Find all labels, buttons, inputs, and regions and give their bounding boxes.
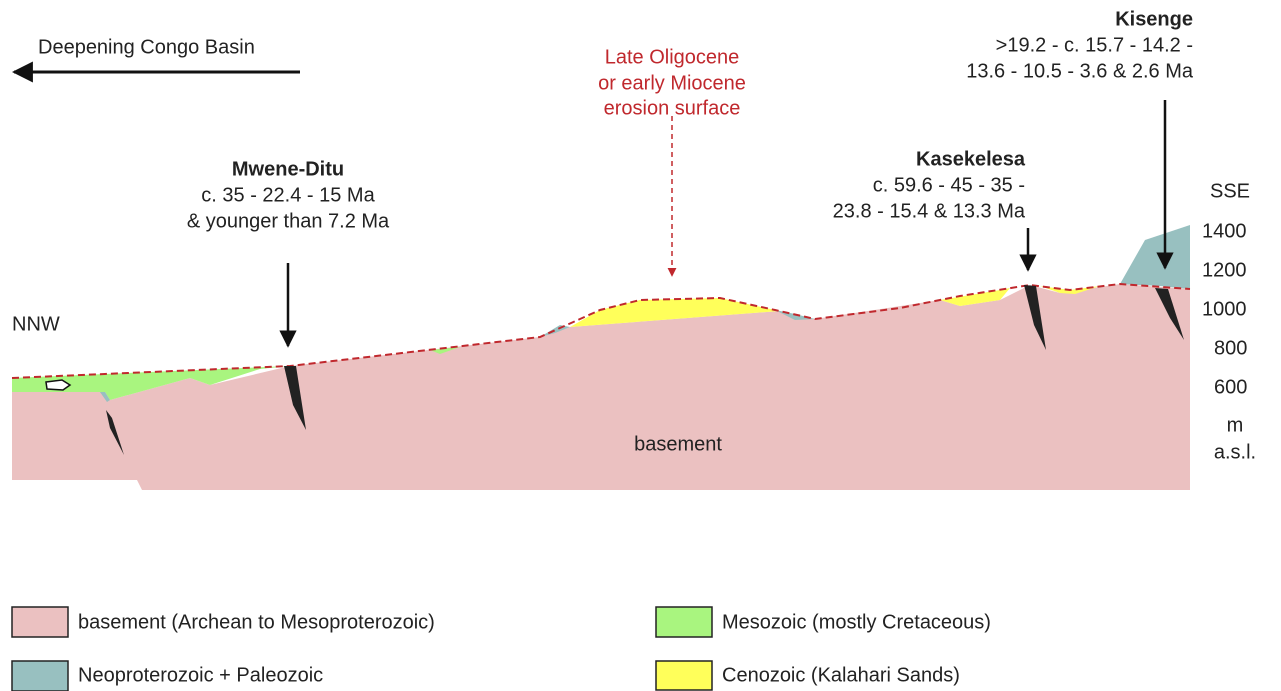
end-label: NNW [12, 313, 60, 335]
elevation-unit: a.s.l. [1214, 441, 1256, 463]
paleozoic-area [540, 325, 570, 337]
legend-label: Mesozoic (mostly Cretaceous) [722, 611, 991, 633]
legend-swatch [11, 660, 69, 691]
basement-area [12, 284, 1190, 490]
site-name: Kasekelesa [916, 148, 1026, 170]
dike [284, 366, 306, 430]
elevation-tick: 800 [1214, 337, 1247, 359]
section-label: basement [634, 433, 722, 455]
legend-label: Neoproterozoic + Paleozoic [78, 664, 323, 686]
annotation: or early Miocene [598, 72, 746, 94]
legend-swatch [11, 606, 69, 638]
elevation-tick: 600 [1214, 376, 1247, 398]
inclusion [45, 379, 72, 391]
legend-label: Cenozoic (Kalahari Sands) [722, 664, 960, 686]
paleozoic-area [100, 392, 110, 402]
dike [106, 410, 124, 455]
elevation-tick: 1200 [1202, 259, 1247, 281]
site-ages: 23.8 - 15.4 & 13.3 Ma [833, 200, 1026, 222]
site-ages: >19.2 - c. 15.7 - 14.2 - [996, 34, 1193, 56]
site-ages: c. 59.6 - 45 - 35 - [873, 174, 1025, 196]
mesozoic-area [12, 366, 290, 400]
dike [1024, 285, 1046, 350]
legend-swatch [655, 606, 713, 638]
site-ages: & younger than 7.2 Ma [187, 210, 390, 232]
legend-swatch [655, 660, 713, 691]
annotation: erosion surface [604, 97, 741, 119]
elevation-unit: m [1227, 414, 1244, 436]
direction-label: Deepening Congo Basin [38, 36, 255, 58]
site-ages: c. 35 - 22.4 - 15 Ma [201, 184, 375, 206]
erosion-surface-line [11, 282, 1191, 379]
site-ages: 13.6 - 10.5 - 3.6 & 2.6 Ma [966, 60, 1194, 82]
paleozoic-area [1120, 225, 1190, 289]
site-name: Kisenge [1115, 8, 1193, 30]
elevation-tick: 1000 [1202, 298, 1247, 320]
mesozoic-area [430, 347, 460, 354]
annotation: Late Oligocene [605, 46, 740, 68]
end-label: SSE [1210, 180, 1250, 202]
dike [1155, 288, 1184, 340]
elevation-tick: 1400 [1202, 220, 1247, 242]
legend-label: basement (Archean to Mesoproterozoic) [78, 611, 435, 633]
cenozoic-area [940, 288, 1010, 306]
site-name: Mwene-Ditu [232, 158, 344, 180]
